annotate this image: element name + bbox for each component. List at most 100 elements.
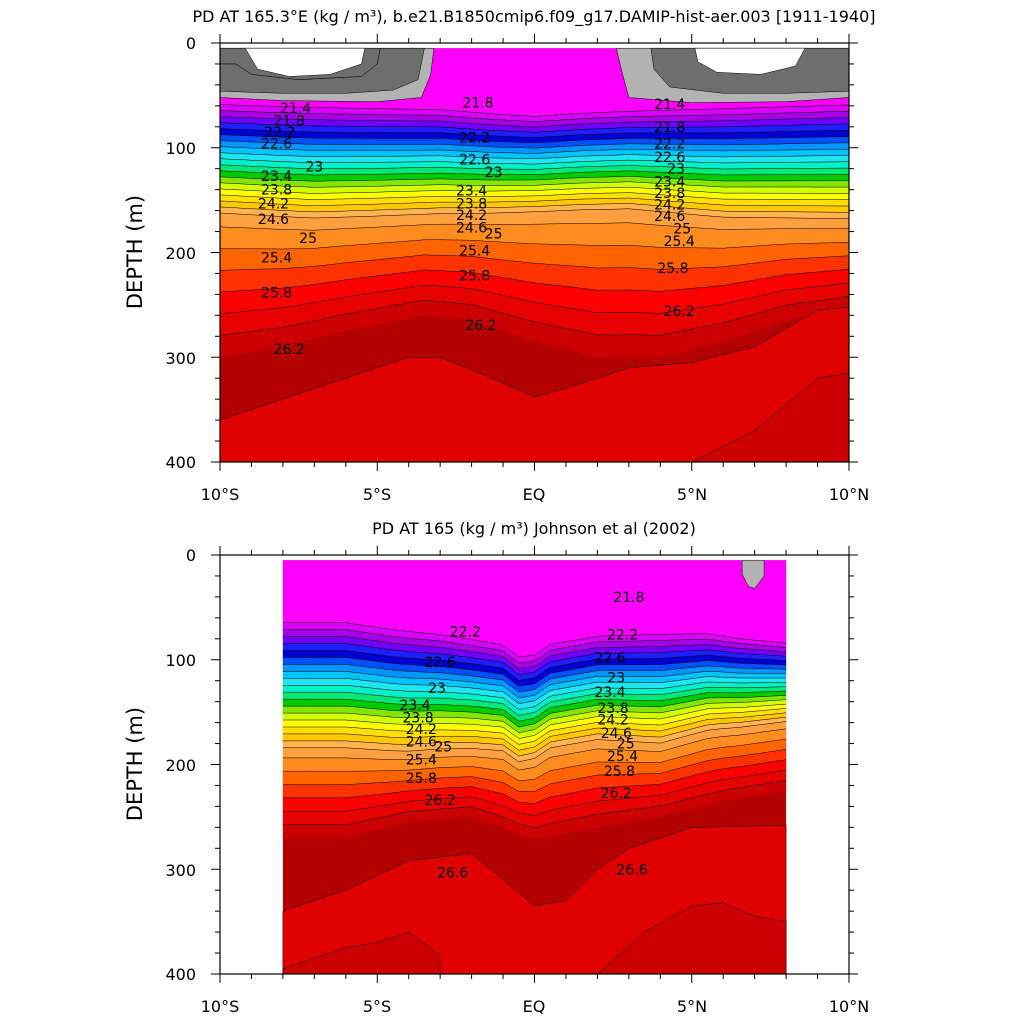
top-contour-band	[220, 181, 849, 194]
top-contour-label: 25.4	[459, 243, 490, 259]
bottom-y-tick-label: 300	[165, 861, 196, 880]
top-contour-band	[220, 269, 849, 314]
bottom-contour-label: 23.4	[594, 685, 625, 701]
top-y-tick-label: 200	[165, 244, 196, 263]
top-mixed-layer-region	[244, 47, 366, 77]
bottom-deep-layer	[597, 902, 787, 974]
bottom-contour-label: 22.6	[425, 655, 456, 671]
bottom-contour-line	[282, 708, 787, 745]
bottom-contour-label: 24.6	[601, 726, 632, 742]
top-y-tick-label: 100	[165, 139, 196, 158]
top-contour-labels: 21.421.822.222.62323.423.824.224.62525.4…	[258, 96, 695, 358]
top-contour-line	[220, 176, 849, 182]
top-contour-label: 21.8	[462, 96, 493, 112]
bottom-contour-line	[282, 670, 787, 699]
bottom-contour-band	[282, 636, 787, 675]
bottom-contour-label: 22.2	[607, 628, 638, 644]
top-contour-label: 25.8	[657, 261, 688, 277]
top-contour-line	[220, 110, 849, 122]
bottom-contour-line	[282, 676, 787, 704]
top-contour-label: 24.2	[258, 196, 289, 212]
bottom-x-tick-label: EQ	[523, 997, 546, 1016]
bottom-contour-band	[282, 749, 787, 804]
top-contour-label: 26.2	[465, 318, 496, 334]
top-contour-line	[220, 134, 849, 144]
top-contour-label: 23.8	[456, 196, 487, 212]
bottom-contour-line	[282, 629, 787, 664]
top-x-tick-labels: 10°S 5°S EQ 5°N 10°N	[201, 485, 869, 504]
bottom-contour-line	[282, 686, 787, 716]
bottom-mixed-layer-region	[741, 559, 765, 589]
bottom-contour-band	[282, 704, 787, 745]
top-contour-band	[220, 283, 849, 336]
top-contour-label: 22.6	[261, 137, 292, 153]
bottom-contour-line	[282, 716, 787, 757]
bottom-contour-label: 25	[617, 737, 635, 753]
bottom-contour-band	[282, 695, 787, 733]
top-x-tick-label: 10°N	[829, 485, 869, 504]
bottom-contour-label: 26.2	[601, 786, 632, 802]
top-contour-line	[220, 254, 849, 271]
top-contour-line	[220, 239, 849, 250]
bottom-deep-layer	[282, 931, 441, 974]
top-mixed-layer-region	[220, 47, 425, 94]
top-contour-line	[220, 164, 849, 170]
bottom-contour-band	[282, 686, 787, 722]
top-contour-label: 23	[305, 160, 323, 176]
top-contour-band	[220, 222, 849, 249]
bottom-contour-band	[282, 671, 787, 704]
bottom-contour-line	[282, 759, 787, 804]
top-panel: PD AT 165.3°E (kg / m³), b.e21.B1850cmip…	[123, 7, 876, 504]
bottom-contour-band	[282, 699, 787, 739]
bottom-contour-band	[282, 622, 787, 663]
top-contour-band	[220, 198, 849, 213]
bottom-contour-label: 23	[607, 671, 625, 687]
bottom-contour-label: 26.2	[425, 793, 456, 809]
bottom-contour-label: 21.8	[613, 590, 644, 606]
top-contour-line	[220, 116, 849, 128]
top-contour-line	[220, 208, 849, 219]
top-contour-line	[220, 122, 849, 133]
top-y-tick-label: 300	[165, 349, 196, 368]
top-contour-band	[220, 134, 849, 149]
top-x-tick-label: 10°S	[201, 485, 240, 504]
bottom-y-tick-label: 100	[165, 651, 196, 670]
bottom-contour-band	[282, 721, 787, 771]
top-contour-line	[220, 140, 849, 149]
bottom-y-axis-label: DEPTH (m)	[123, 707, 147, 821]
bottom-contour-label: 26.6	[616, 862, 647, 878]
bottom-contour-label: 24.2	[406, 722, 437, 738]
bottom-contour-line	[282, 721, 787, 763]
top-axis-ticks	[211, 34, 858, 471]
bottom-contour-label: 25.4	[607, 749, 638, 765]
top-y-tick-label: 400	[165, 453, 196, 472]
top-contour-band	[220, 239, 849, 271]
bottom-contour-line	[282, 681, 787, 710]
top-contour-label: 21.8	[274, 114, 305, 130]
top-contour-label: 21.8	[654, 120, 685, 136]
top-contour-label: 25	[485, 227, 503, 243]
bottom-panel: PD AT 165 (kg / m³) Johnson et al (2002)…	[123, 519, 869, 1016]
bottom-contour-line	[282, 650, 787, 681]
top-contour-line	[220, 282, 849, 315]
bottom-contour-label: 22.6	[594, 651, 625, 667]
top-deep-layer	[691, 372, 849, 462]
bottom-contour-band	[282, 691, 787, 727]
bottom-contour-band	[282, 712, 787, 757]
bottom-y-tick-label: 0	[186, 546, 196, 565]
bottom-contour-band	[282, 650, 787, 687]
bottom-contour-band	[282, 717, 787, 762]
top-contour-band	[220, 254, 849, 292]
top-contour-line	[220, 203, 849, 213]
bottom-contour-label: 25	[434, 740, 452, 756]
top-contour-label: 21.4	[280, 101, 311, 117]
bottom-contour-band	[282, 759, 787, 816]
bottom-contour-band	[282, 560, 787, 658]
top-contour-label: 25.8	[261, 285, 292, 301]
top-contour-line	[220, 146, 849, 154]
bottom-x-tick-label: 5°N	[677, 997, 707, 1016]
bottom-contour-label: 23.4	[399, 698, 430, 714]
bottom-y-tick-labels: 0 100 200 300 400	[165, 546, 196, 984]
bottom-contour-label: 24.2	[598, 713, 629, 729]
top-contour-line	[220, 269, 849, 293]
